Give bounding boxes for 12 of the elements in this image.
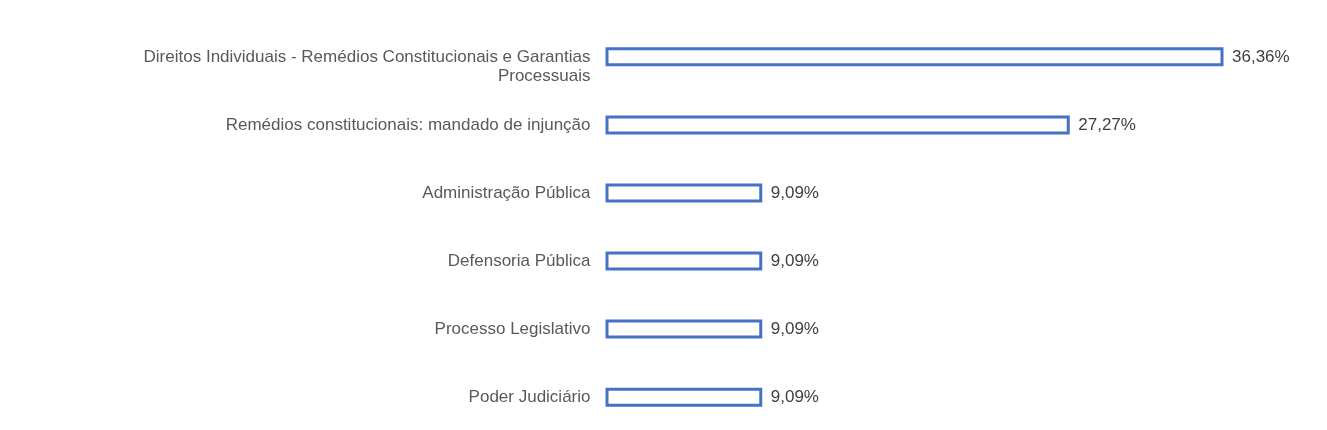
- data-label: 9,09%: [770, 319, 819, 339]
- y-tick-label: Poder Judiciário: [468, 387, 591, 407]
- data-label: 27,27%: [1078, 114, 1136, 134]
- data-label: 36,36%: [1232, 46, 1290, 66]
- y-tick-label: Remédios constitucionais: mandado de injunção: [225, 114, 591, 134]
- y-tick-label: Processo Legislativo: [434, 319, 591, 339]
- data-label: 9,09%: [770, 182, 819, 202]
- data-label: 9,09%: [770, 387, 819, 407]
- y-tick-label: Defensoria Pública: [447, 251, 592, 271]
- data-label: 9,09%: [770, 251, 819, 271]
- y-tick-label: Direitos Individuais - Remédios Constitucionais e Garantias Processuais: [143, 46, 591, 85]
- y-tick-label: Administração Pública: [422, 182, 592, 202]
